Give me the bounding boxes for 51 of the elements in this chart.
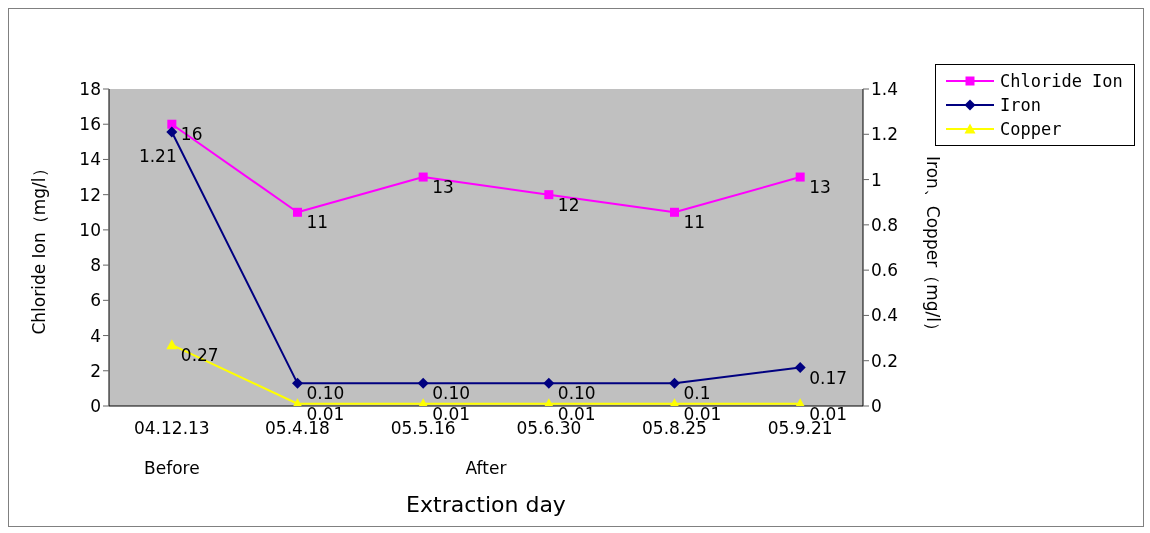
y2-tick-label: 0 xyxy=(871,396,882,417)
point xyxy=(669,377,680,389)
data-label: 1.21 xyxy=(138,146,177,167)
y2-tick-label: 0.8 xyxy=(871,214,899,235)
y-tick-label: 4 xyxy=(90,325,101,346)
point xyxy=(670,207,679,217)
data-label: 12 xyxy=(557,194,580,215)
data-label: 13 xyxy=(432,177,454,198)
point xyxy=(166,126,178,138)
y-tick-label: 16 xyxy=(79,114,101,135)
y-tick-label: 6 xyxy=(90,290,101,311)
y-tick-label: 18 xyxy=(79,79,101,100)
y2-tick-label: 1.2 xyxy=(871,124,899,145)
y-tick-label: 14 xyxy=(79,149,101,170)
y-tick-label: 8 xyxy=(90,255,101,276)
point xyxy=(543,377,555,389)
point xyxy=(794,362,806,374)
text: Before xyxy=(144,458,200,478)
x-axis-title: Extraction day xyxy=(406,492,566,517)
data-label: 0.10 xyxy=(306,383,345,404)
point xyxy=(418,172,428,182)
y2-tick-label: 1 xyxy=(871,169,882,190)
data-label: 13 xyxy=(809,177,831,198)
data-label: 11 xyxy=(683,212,706,233)
data-label: 0.1 xyxy=(683,383,711,404)
y-tick-label: 0 xyxy=(90,396,101,417)
y2-tick-label: 0.2 xyxy=(871,350,899,371)
y2-tick-label: 1.4 xyxy=(871,79,899,100)
point xyxy=(167,119,177,129)
data-label: 0.10 xyxy=(557,383,596,404)
y2-tick-label: 0.6 xyxy=(871,260,899,281)
y-tick-label: 12 xyxy=(79,184,101,205)
point xyxy=(544,190,554,200)
legend-label: Copper xyxy=(1000,119,1062,139)
data-label: 0.10 xyxy=(432,383,471,404)
legend-label: Chloride Ion xyxy=(1000,71,1123,91)
point xyxy=(417,377,429,389)
data-label: 11 xyxy=(306,212,329,233)
y-tick-label: 2 xyxy=(90,360,101,381)
point xyxy=(292,377,303,389)
point xyxy=(795,172,805,182)
point xyxy=(166,339,178,350)
y-tick-label: 10 xyxy=(79,219,101,240)
y-axis-title: Chloride Ion（mg/l） xyxy=(29,160,50,335)
y2-tick-label: 0.4 xyxy=(871,305,899,326)
data-label: 0.17 xyxy=(809,367,848,388)
y2-axis-title: Iron、Copper（mg/l） xyxy=(922,156,943,339)
x-tick-label: 04.12.13 xyxy=(133,418,210,439)
legend-label: Iron xyxy=(1000,95,1041,115)
point xyxy=(293,207,302,217)
text: After xyxy=(465,458,507,478)
